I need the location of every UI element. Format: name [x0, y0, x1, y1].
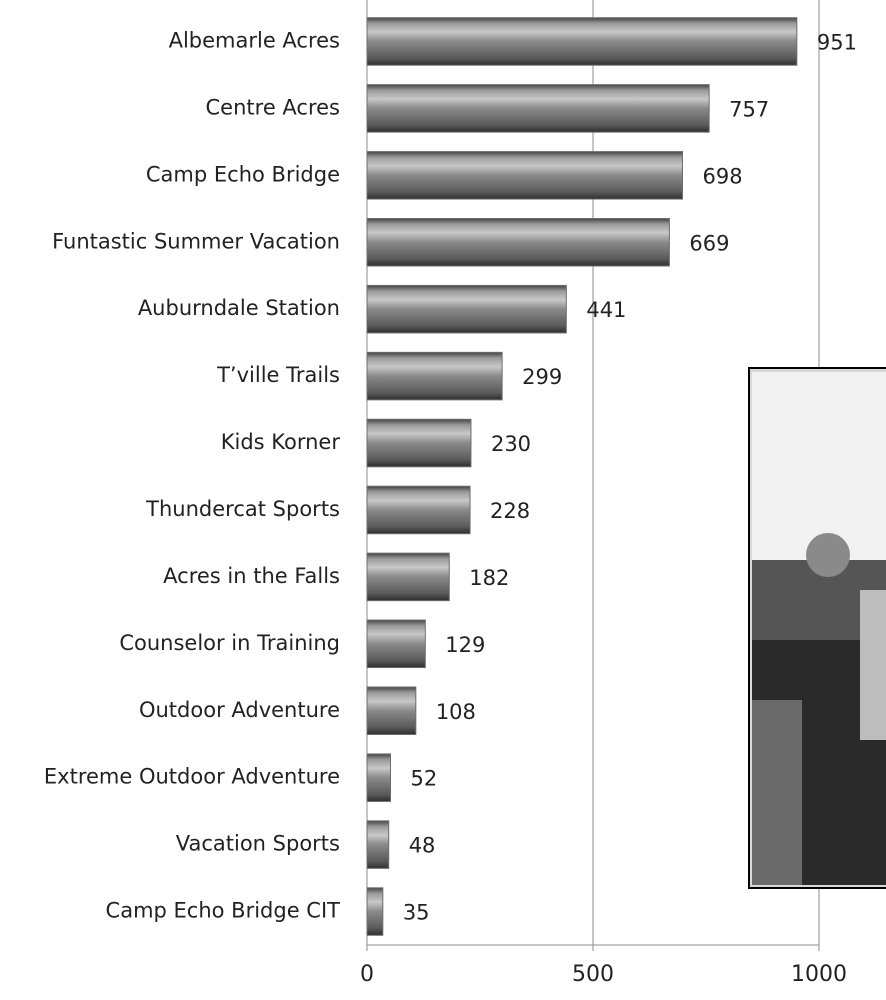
bar [367, 486, 470, 534]
bar [367, 419, 471, 467]
bar [367, 687, 416, 735]
page: 0 500 1000 Albemarle Acres 951 Centre Acres 75… [0, 0, 886, 1000]
bar [367, 218, 669, 266]
value-label: 669 [689, 231, 729, 255]
bar [367, 285, 566, 333]
y-tick-label: Funtastic Summer Vacation [52, 229, 340, 253]
y-tick-label: Counselor in Training [119, 631, 340, 655]
y-tick-label: Extreme Outdoor Adventure [44, 765, 340, 789]
bar [367, 553, 449, 601]
value-label: 757 [729, 97, 769, 121]
bar [367, 821, 389, 869]
bar [367, 152, 682, 200]
x-tick-label: 1000 [791, 962, 847, 987]
value-label: 108 [436, 700, 476, 724]
value-label: 698 [702, 164, 742, 188]
y-tick-label: Kids Korner [221, 430, 341, 454]
y-tick-label: Centre Acres [206, 95, 340, 119]
chart: 0 500 1000 Albemarle Acres 951 Centre Acres 75… [0, 0, 886, 1000]
value-label: 228 [490, 499, 530, 523]
value-label: 441 [586, 298, 626, 322]
bar [367, 352, 502, 400]
bar [367, 888, 383, 936]
photo-inset [749, 368, 886, 888]
y-tick-label: Albemarle Acres [169, 28, 340, 52]
y-tick-label: Vacation Sports [176, 832, 340, 856]
value-label: 52 [411, 767, 438, 791]
y-tick-label: Thundercat Sports [145, 497, 340, 521]
y-tick-label: Auburndale Station [138, 296, 340, 320]
y-tick-label: Outdoor Adventure [139, 698, 340, 722]
x-tick-label: 500 [572, 962, 614, 987]
bar [367, 18, 797, 66]
value-label: 35 [403, 901, 430, 925]
y-tick-label: Acres in the Falls [163, 564, 340, 588]
y-tick-label: Camp Echo Bridge [146, 162, 340, 186]
y-tick-label: T’ville Trails [216, 363, 340, 387]
value-label: 230 [491, 432, 531, 456]
value-label: 48 [409, 834, 436, 858]
value-label: 299 [522, 365, 562, 389]
bar [367, 85, 709, 133]
value-label: 129 [445, 633, 485, 657]
value-label: 951 [817, 30, 857, 54]
x-tick-label: 0 [360, 962, 374, 987]
bar [367, 754, 391, 802]
y-tick-label: Camp Echo Bridge CIT [106, 899, 341, 923]
value-label: 182 [469, 566, 509, 590]
bar [367, 620, 425, 668]
